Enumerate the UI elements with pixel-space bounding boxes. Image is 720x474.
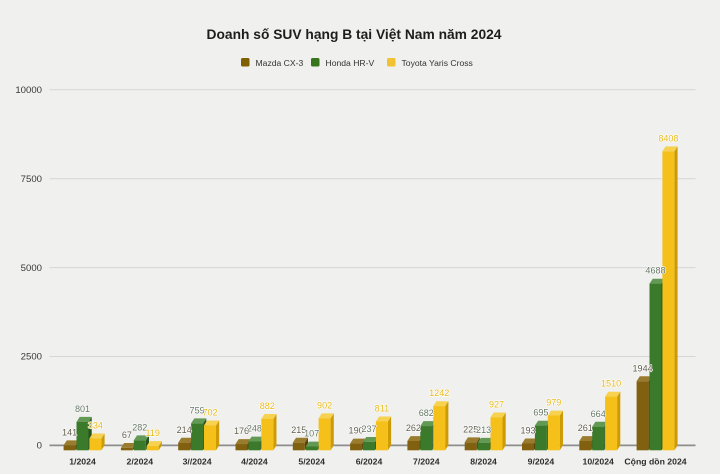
svg-text:759: 759 [190,405,205,415]
svg-text:801: 801 [75,404,90,414]
svg-text:215: 215 [291,425,306,435]
svg-text:882: 882 [260,401,275,411]
svg-text:5/2024: 5/2024 [298,456,325,466]
svg-text:190: 190 [349,426,364,436]
svg-text:67: 67 [122,430,132,440]
svg-text:Cộng dồn 2024: Cộng dồn 2024 [624,456,686,466]
svg-text:6/2024: 6/2024 [356,456,383,466]
svg-text:261: 261 [578,423,593,433]
svg-text:902: 902 [317,400,332,410]
svg-text:7/2024: 7/2024 [413,456,440,466]
svg-text:7500: 7500 [21,174,42,185]
svg-text:5000: 5000 [21,263,42,274]
svg-text:282: 282 [132,422,147,432]
svg-text:2500: 2500 [21,352,42,363]
svg-text:1242: 1242 [429,388,449,398]
svg-text:10/2024: 10/2024 [582,456,614,466]
svg-text:979: 979 [546,398,561,408]
svg-text:107: 107 [304,429,319,439]
svg-text:Toyota Yaris Cross: Toyota Yaris Cross [402,58,473,68]
svg-text:927: 927 [489,399,504,409]
svg-text:702: 702 [202,407,217,417]
svg-text:8408: 8408 [658,133,678,143]
svg-text:Mazda CX-3: Mazda CX-3 [256,58,304,68]
svg-text:1/2024: 1/2024 [69,456,96,466]
svg-text:237: 237 [361,424,376,434]
svg-text:695: 695 [533,408,548,418]
svg-text:213: 213 [476,425,491,435]
svg-text:8/2024: 8/2024 [470,456,497,466]
svg-text:2/2024: 2/2024 [127,456,154,466]
svg-text:262: 262 [406,423,421,433]
svg-text:193: 193 [520,426,535,436]
svg-text:225: 225 [463,424,478,434]
svg-text:Honda HR-V: Honda HR-V [326,58,375,68]
svg-text:334: 334 [88,421,103,431]
svg-text:682: 682 [419,408,434,418]
svg-text:248: 248 [247,424,262,434]
svg-text:Doanh số SUV hạng B tại Việt N: Doanh số SUV hạng B tại Việt Nam năm 202… [207,27,502,42]
svg-text:0: 0 [37,441,42,452]
svg-text:10000: 10000 [15,85,42,96]
svg-text:176: 176 [234,426,249,436]
svg-text:119: 119 [145,428,159,438]
svg-text:4688: 4688 [645,266,665,276]
svg-text:664: 664 [591,409,606,419]
svg-text:1510: 1510 [601,379,621,389]
svg-text:214: 214 [177,425,192,435]
svg-text:811: 811 [375,404,389,414]
svg-text:1944: 1944 [633,363,653,373]
svg-text:4/2024: 4/2024 [241,456,268,466]
svg-text:9/2024: 9/2024 [528,456,555,466]
svg-text:141: 141 [62,427,77,437]
svg-text:3//2024: 3//2024 [183,456,212,466]
